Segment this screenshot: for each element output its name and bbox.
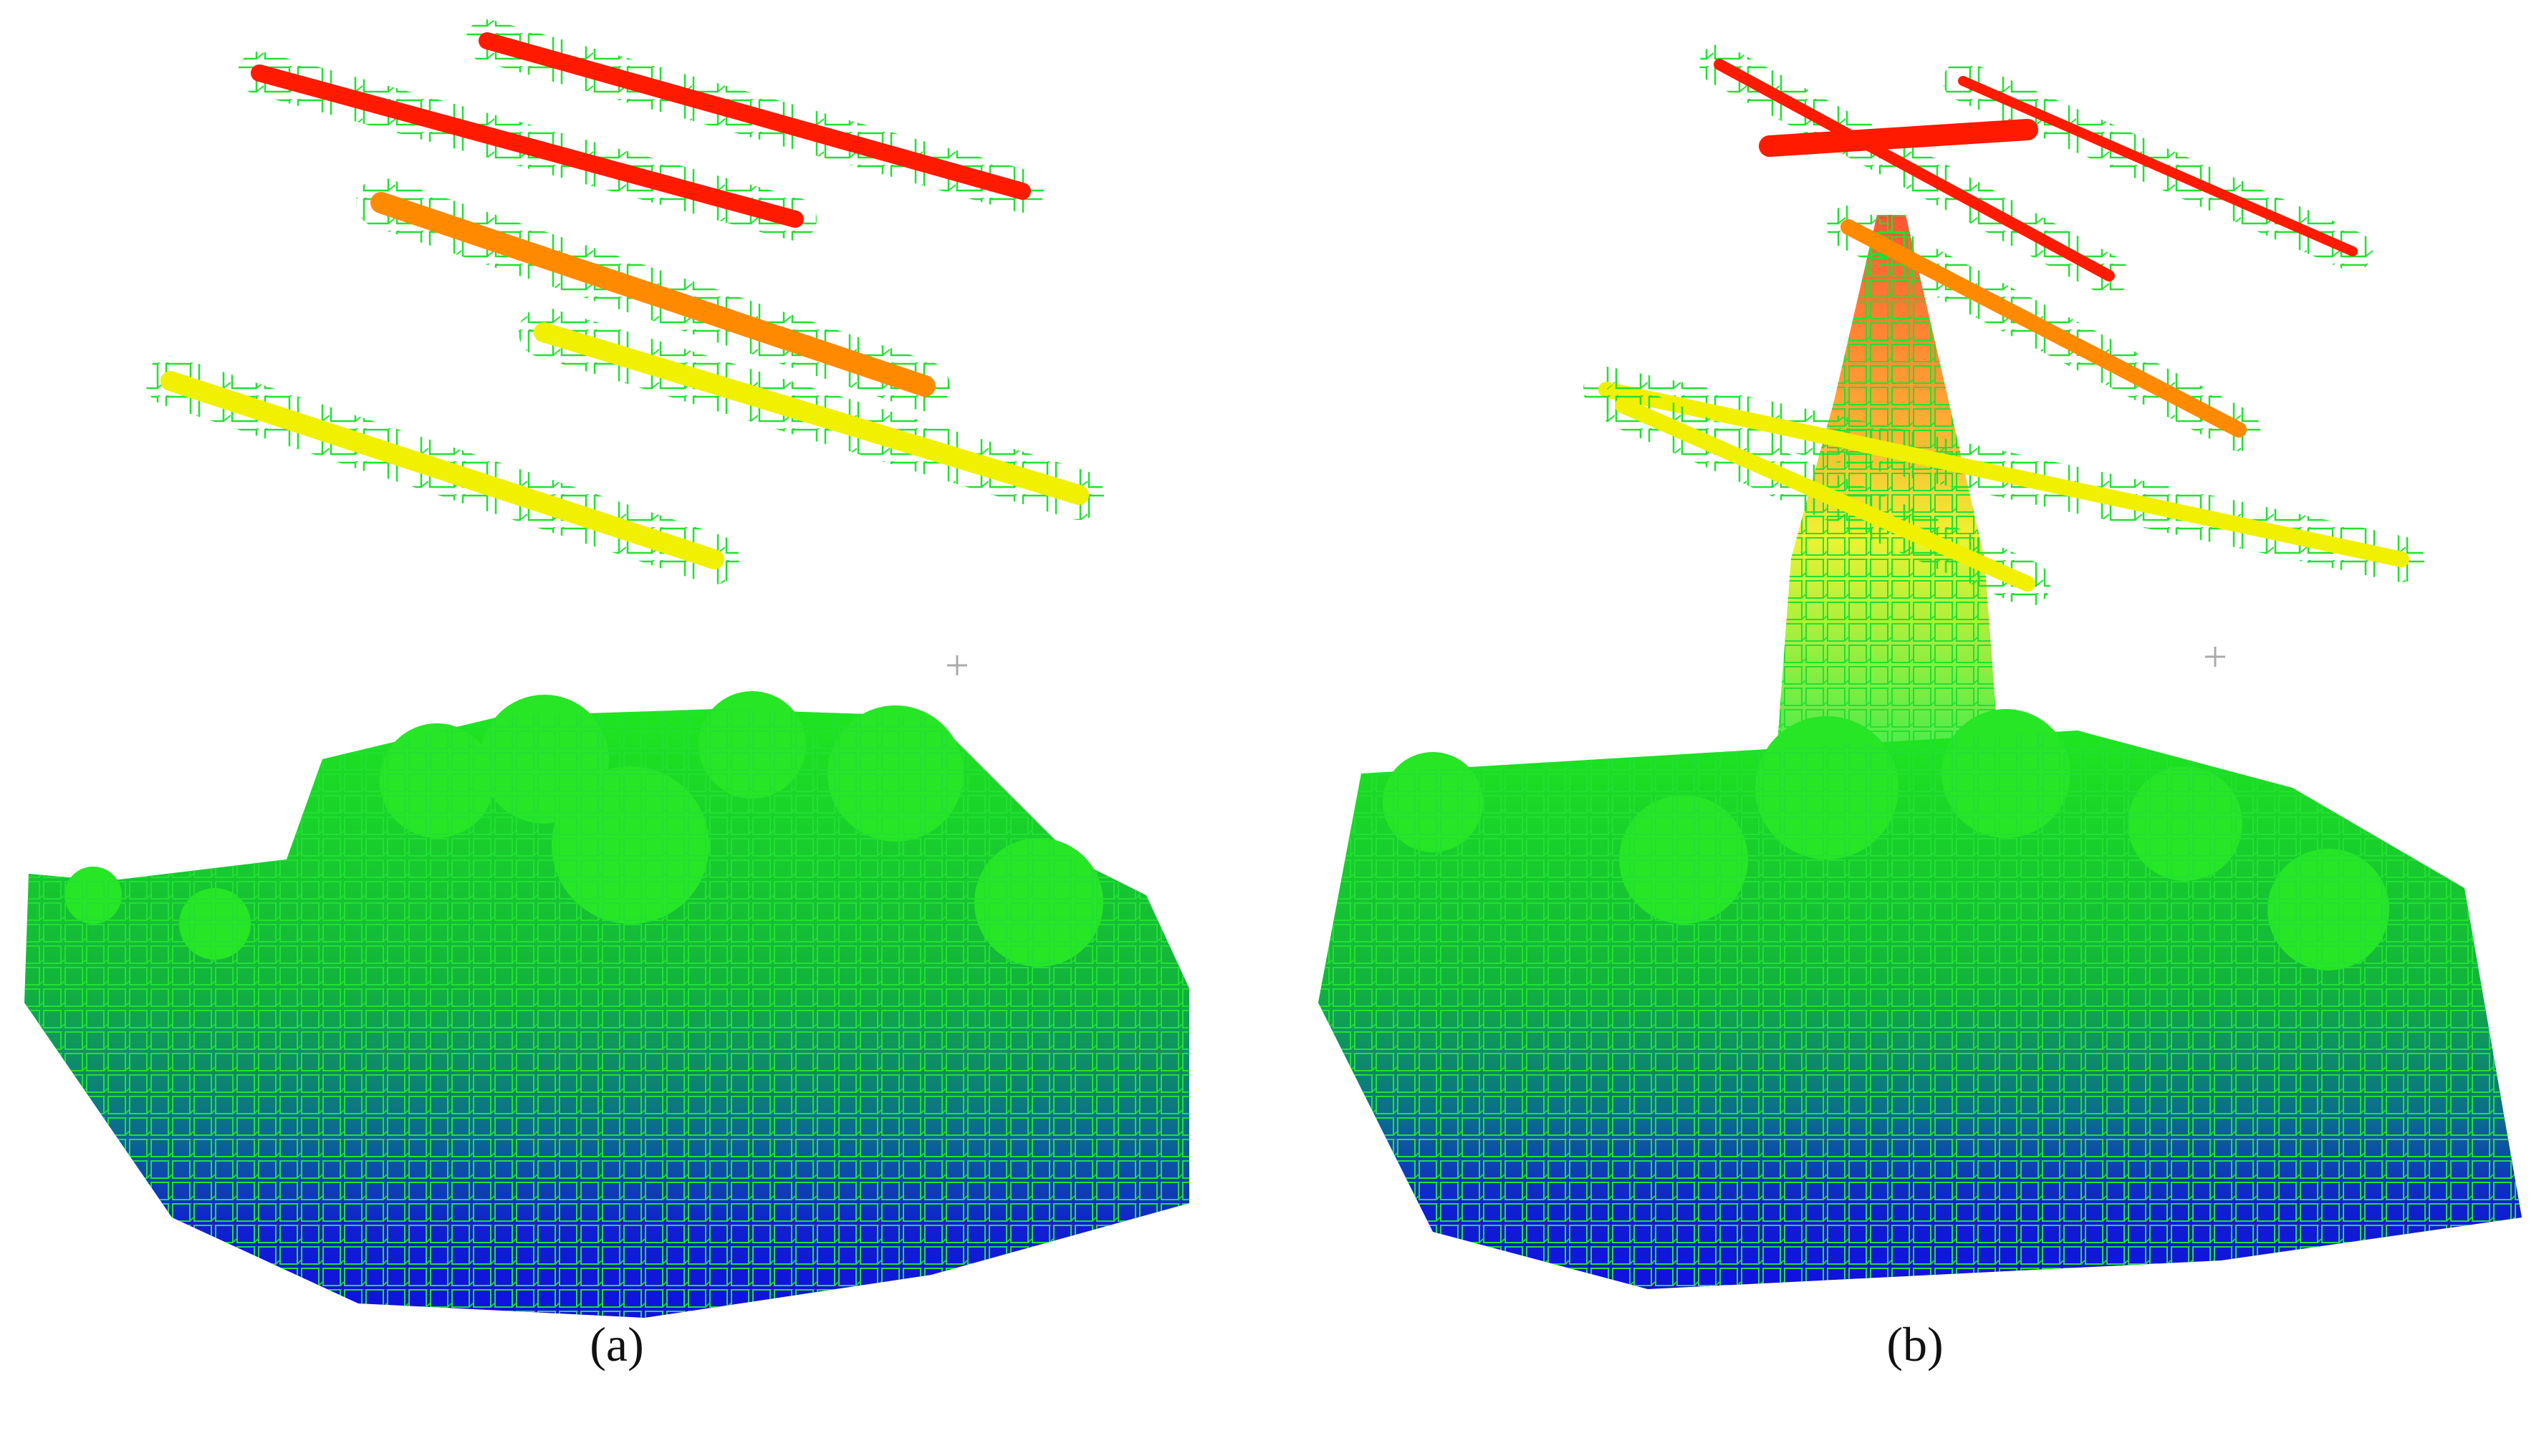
crosshair [947, 655, 967, 675]
voxel-grid [1777, 215, 1999, 752]
panel-a: (a) [24, 19, 1189, 1371]
line-yellow [534, 322, 1089, 505]
line-red [251, 64, 804, 228]
arm-red [1759, 119, 2038, 157]
panel-label: (a) [590, 1317, 643, 1371]
arm-red [1958, 76, 2358, 256]
line-red [479, 32, 1031, 200]
voxel-grid [24, 709, 1189, 1318]
pylon [1583, 44, 2424, 752]
vegetation [1318, 709, 2522, 1289]
vegetation [24, 691, 1189, 1318]
arm-orange [1840, 219, 2247, 438]
panel-b: (b) [1318, 44, 2522, 1371]
arm-red [1714, 59, 2115, 281]
line-orange [370, 192, 936, 397]
panel-label: (b) [1886, 1317, 1943, 1371]
arm-yellow [1598, 382, 2409, 567]
power-lines [145, 19, 1104, 584]
crosshair [2205, 647, 2225, 667]
line-yellow [160, 371, 724, 569]
arm-yellow [1615, 397, 2035, 592]
voxel-grid [1318, 731, 2522, 1289]
